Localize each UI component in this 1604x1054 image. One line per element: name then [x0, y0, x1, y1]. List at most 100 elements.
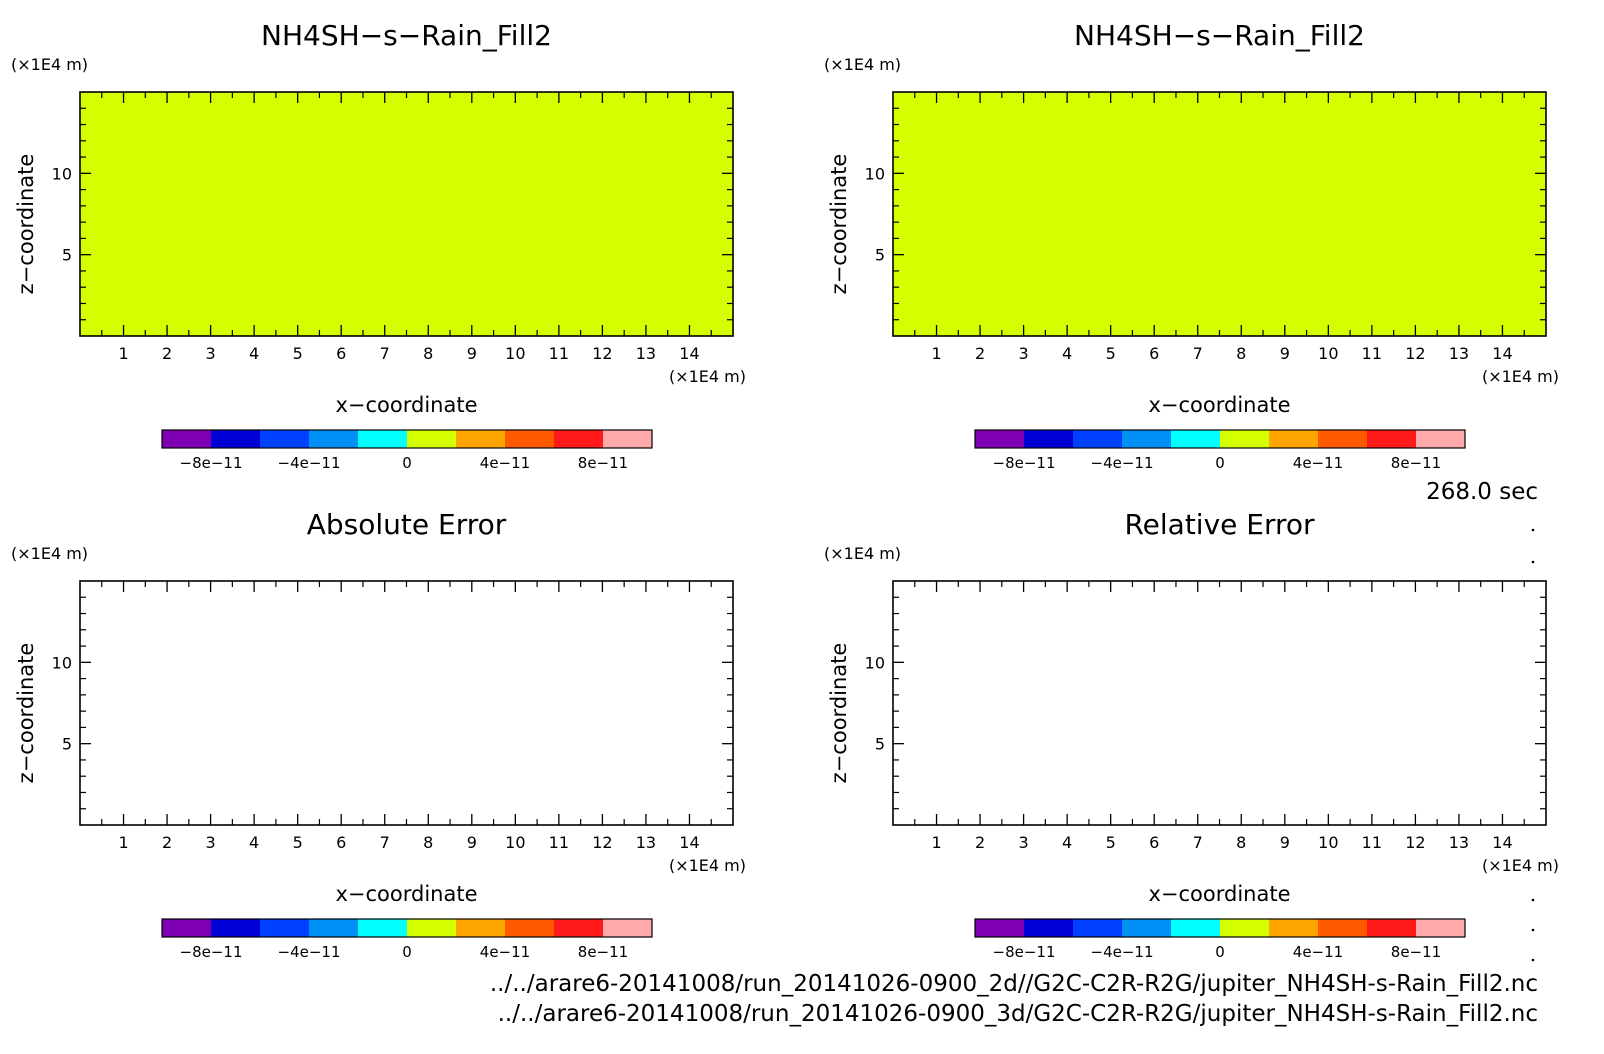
colorbar-tick-label: −4e−11 [278, 454, 341, 472]
y-axis-label: z−coordinate [827, 154, 851, 295]
colorbar-segment [554, 430, 604, 448]
field-area [893, 581, 1546, 825]
x-tick-label: 9 [467, 344, 477, 363]
colorbar-segment [505, 430, 555, 448]
x-tick-label: 7 [1193, 344, 1203, 363]
x-tick-label: 12 [592, 833, 612, 852]
colorbar-segment [554, 919, 604, 937]
x-axis-label: x−coordinate [1148, 393, 1290, 417]
x-tick-label: 8 [1236, 344, 1246, 363]
x-tick-label: 3 [1019, 344, 1029, 363]
x-tick-label: 14 [1492, 344, 1512, 363]
x-axis-label: x−coordinate [335, 882, 477, 906]
panel-3: Absolute Error(×1E4 m)1 2 3 4 5 6 7 8 9 10 11 12 13 1… [11, 508, 746, 961]
y-unit-label: (×1E4 m) [11, 544, 88, 563]
x-tick-label: 9 [1280, 833, 1290, 852]
y-tick-label: 5 [875, 735, 885, 754]
colorbar-tick-label: −8e−11 [993, 943, 1056, 961]
decor-dots [1531, 528, 1535, 962]
panel-title: Relative Error [1124, 508, 1315, 541]
panel-title: NH4SH−s−Rain_Fill2 [1074, 19, 1365, 52]
x-tick-label: 12 [592, 344, 612, 363]
colorbar-segment [407, 430, 457, 448]
x-tick-label: 8 [423, 833, 433, 852]
colorbar-segment [1367, 430, 1417, 448]
colorbar-tick-label: −4e−11 [1091, 454, 1154, 472]
plot-frame [79, 91, 734, 337]
plot-frame [892, 91, 1547, 337]
colorbar-segment [603, 919, 653, 937]
x-tick-label: 5 [293, 833, 303, 852]
colorbar: −8e−11 −4e−11 0 4e−11 8e−11 [974, 918, 1466, 961]
field-area [893, 92, 1546, 336]
colorbar-segment [1122, 430, 1172, 448]
x-tick-label: 7 [380, 833, 390, 852]
colorbar-tick-label: 4e−11 [1293, 454, 1343, 472]
plot-frame [79, 580, 734, 826]
x-tick-label: 13 [1449, 344, 1469, 363]
x-tick-label: 3 [1019, 833, 1029, 852]
x-tick-label: 6 [1149, 833, 1159, 852]
colorbar-segment [162, 430, 212, 448]
colorbar-tick-label: −4e−11 [1091, 943, 1154, 961]
x-unit-label: (×1E4 m) [669, 367, 746, 386]
x-tick-label: 6 [1149, 344, 1159, 363]
colorbar-segment [1024, 430, 1074, 448]
y-axis-label: z−coordinate [14, 643, 38, 784]
colorbar-tick-label: 0 [402, 454, 412, 472]
y-tick-label: 10 [865, 164, 885, 183]
colorbar-segment [975, 919, 1025, 937]
colorbar-tick-label: 4e−11 [1293, 943, 1343, 961]
colorbar-segment [1171, 919, 1221, 937]
x-tick-label: 11 [549, 344, 569, 363]
colorbar-segment [1220, 430, 1270, 448]
x-unit-label: (×1E4 m) [669, 856, 746, 875]
colorbar-segment [407, 919, 457, 937]
x-tick-label: 12 [1405, 344, 1425, 363]
colorbar: −8e−11 −4e−11 0 4e−11 8e−11 [161, 918, 653, 961]
x-tick-label: 14 [679, 344, 699, 363]
colorbar-frame [974, 918, 1466, 938]
x-tick-label: 9 [467, 833, 477, 852]
time-label: 268.0 sec [1426, 479, 1538, 505]
x-tick-label: 7 [1193, 833, 1203, 852]
colorbar-segment [1318, 919, 1368, 937]
x-tick-label: 1 [118, 344, 128, 363]
file-path-3d: ../../arare6-20141008/run_20141026-0900_… [498, 1001, 1538, 1027]
colorbar-segment [1269, 430, 1319, 448]
x-tick-label: 13 [636, 833, 656, 852]
x-tick-label: 5 [1106, 344, 1116, 363]
y-axis-label: z−coordinate [14, 154, 38, 295]
x-tick-label: 14 [679, 833, 699, 852]
x-tick-label: 12 [1405, 833, 1425, 852]
colorbar-segment [1367, 919, 1417, 937]
colorbar-segment [1171, 430, 1221, 448]
colorbar-tick-label: 0 [1215, 454, 1225, 472]
x-tick-label: 1 [931, 833, 941, 852]
x-tick-label: 6 [336, 833, 346, 852]
x-tick-label: 3 [206, 833, 216, 852]
y-tick-label: 10 [52, 653, 72, 672]
x-tick-label: 4 [1062, 344, 1072, 363]
panel-2: NH4SH−s−Rain_Fill2(×1E4 m)1 2 3 4 5 6 7 8 9 10 11 1… [824, 19, 1559, 472]
field-area [80, 92, 733, 336]
colorbar-segment [1269, 919, 1319, 937]
x-tick-label: 2 [975, 833, 985, 852]
colorbar-tick-label: 8e−11 [1391, 943, 1441, 961]
field-area [80, 581, 733, 825]
colorbar-segment [1318, 430, 1368, 448]
colorbar-tick-label: −4e−11 [278, 943, 341, 961]
x-tick-label: 5 [1106, 833, 1116, 852]
colorbar-segment [358, 919, 408, 937]
colorbar: −8e−11 −4e−11 0 4e−11 8e−11 [974, 429, 1466, 472]
y-unit-label: (×1E4 m) [824, 55, 901, 74]
y-unit-label: (×1E4 m) [11, 55, 88, 74]
x-tick-label: 11 [1362, 833, 1382, 852]
colorbar-segment [505, 919, 555, 937]
panel-4: Relative Error(×1E4 m)1 2 3 4 5 6 7 8 9 10 11 12 13 1… [824, 508, 1559, 961]
colorbar-tick-label: 0 [1215, 943, 1225, 961]
colorbar-tick-label: 4e−11 [480, 454, 530, 472]
x-tick-label: 8 [423, 344, 433, 363]
colorbar-segment [309, 919, 359, 937]
x-tick-label: 1 [118, 833, 128, 852]
